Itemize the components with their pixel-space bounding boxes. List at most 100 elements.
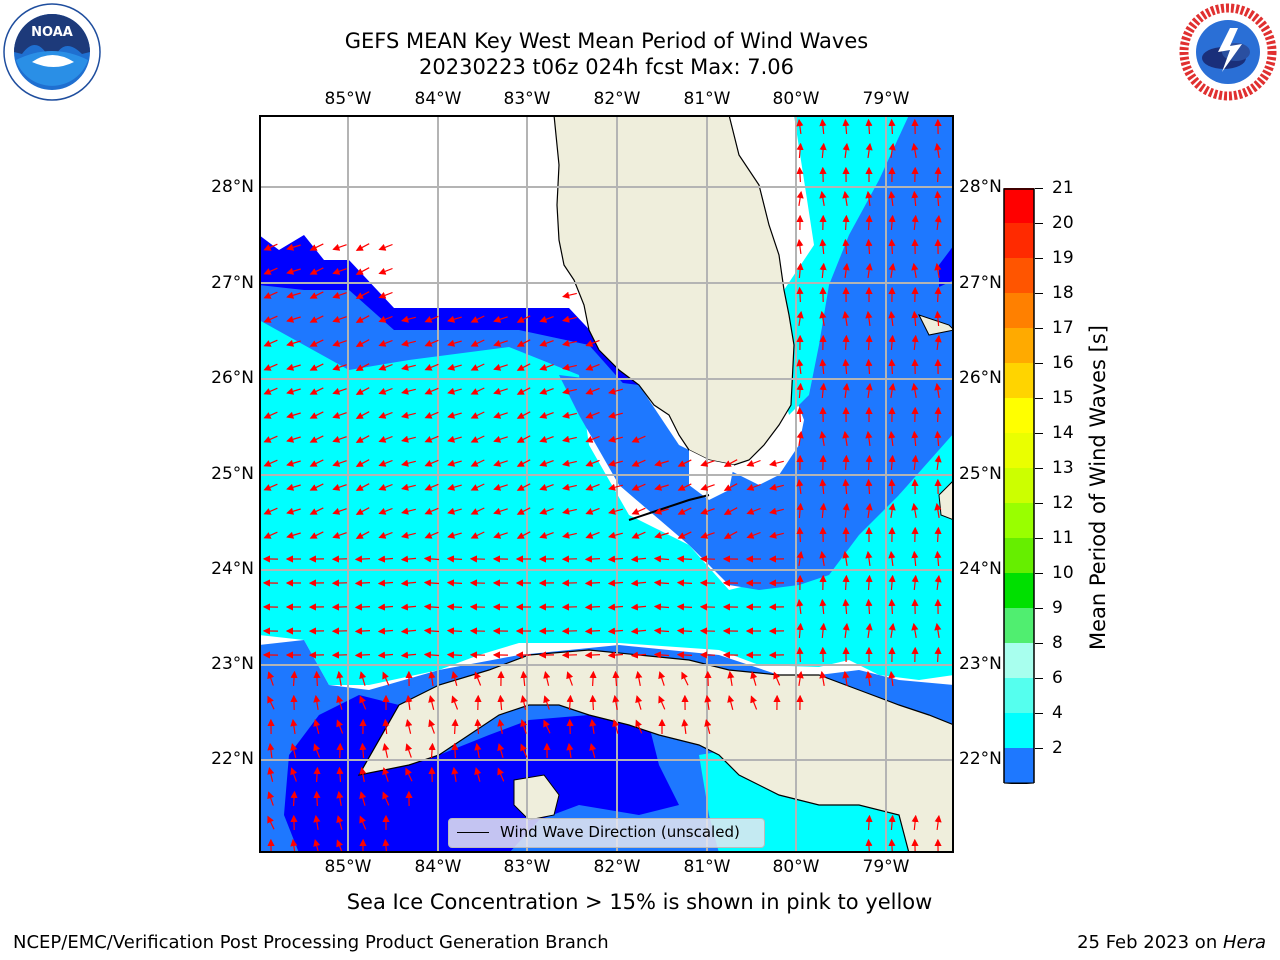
map-canvas xyxy=(259,115,954,853)
wind-wave-arrow xyxy=(497,718,505,735)
wind-wave-arrow xyxy=(631,459,646,467)
wind-wave-arrow xyxy=(336,695,344,710)
wind-wave-arrow xyxy=(842,622,850,638)
wind-wave-arrow xyxy=(354,627,371,635)
wind-wave-arrow xyxy=(608,387,623,395)
wind-wave-arrow xyxy=(539,459,554,467)
colorbar-tick-mark xyxy=(1035,678,1043,679)
colorbar-tick-mark xyxy=(1035,608,1043,609)
wind-wave-arrow xyxy=(796,358,804,374)
wind-wave-arrow xyxy=(653,627,670,635)
sea-ice-note: Sea Ice Concentration > 15% is shown in … xyxy=(346,890,933,914)
lon-label: 84°W xyxy=(414,89,462,109)
wind-wave-arrow xyxy=(543,671,551,686)
svg-text:NOAA: NOAA xyxy=(31,25,73,40)
wind-wave-arrow xyxy=(400,555,417,563)
wind-wave-arrow xyxy=(263,507,278,515)
colorbar-tick-label: 9 xyxy=(1052,598,1063,618)
wind-wave-arrow xyxy=(470,363,485,371)
wind-wave-arrow xyxy=(332,387,347,395)
wind-wave-arrow xyxy=(313,670,321,687)
wind-wave-arrow xyxy=(842,262,850,278)
colorbar-segment xyxy=(1004,328,1034,363)
colorbar-label: Mean Period of Wind Waves [s] xyxy=(1086,325,1110,650)
wind-wave-arrow xyxy=(750,695,758,710)
wind-wave-arrow xyxy=(309,531,324,539)
wind-wave-arrow xyxy=(746,459,761,467)
wind-wave-arrow xyxy=(516,411,531,419)
lon-label: 79°W xyxy=(862,89,910,109)
map-frame xyxy=(259,115,954,853)
wind-wave-arrow xyxy=(608,483,623,491)
wind-wave-arrow xyxy=(796,406,804,423)
wind-wave-arrow xyxy=(405,694,413,710)
wind-wave-arrow xyxy=(631,507,646,515)
wind-wave-arrow xyxy=(400,579,417,587)
wind-wave-arrow xyxy=(447,315,462,323)
wind-wave-arrow xyxy=(819,238,827,255)
wind-wave-arrow xyxy=(584,555,601,563)
wind-wave-arrow xyxy=(543,719,551,734)
wind-wave-arrow xyxy=(451,718,459,735)
colorbar-segment xyxy=(1004,293,1034,328)
colorbar-segment xyxy=(1004,468,1034,503)
wind-wave-arrow xyxy=(842,118,850,135)
wind-wave-arrow xyxy=(382,767,390,782)
wind-wave-arrow xyxy=(493,411,508,419)
wind-wave-arrow xyxy=(405,743,413,758)
wind-wave-arrow xyxy=(355,387,370,395)
wind-wave-arrow xyxy=(607,555,624,563)
wind-wave-arrow xyxy=(635,695,643,710)
wind-wave-arrow xyxy=(267,815,275,830)
wind-wave-arrow xyxy=(286,243,301,251)
wind-wave-arrow xyxy=(516,459,531,467)
wind-wave-arrow xyxy=(424,363,439,371)
wind-wave-arrow xyxy=(332,483,347,491)
colorbar-tick-mark xyxy=(1035,713,1043,714)
lat-label: 27°N xyxy=(211,273,254,293)
wind-wave-arrow xyxy=(585,483,600,491)
wind-wave-arrow xyxy=(819,310,827,327)
lon-label: 80°W xyxy=(772,89,820,109)
lon-label: 85°W xyxy=(324,857,372,877)
wind-wave-arrow xyxy=(865,358,873,375)
wind-wave-arrow xyxy=(516,483,531,491)
wind-wave-arrow xyxy=(562,483,577,491)
wind-wave-arrow xyxy=(332,411,347,419)
wind-wave-arrow xyxy=(401,387,416,395)
wind-wave-arrow xyxy=(911,550,919,567)
wind-wave-arrow xyxy=(286,531,301,539)
lon-label: 82°W xyxy=(593,89,641,109)
wind-wave-arrow xyxy=(612,670,620,687)
wind-wave-arrow xyxy=(447,483,462,491)
wind-wave-arrow xyxy=(888,670,896,686)
wind-wave-arrow xyxy=(631,531,646,539)
colorbar-tick-label: 21 xyxy=(1052,178,1074,198)
wind-wave-arrow xyxy=(309,411,324,419)
colorbar-tick-mark xyxy=(1035,748,1043,749)
wind-wave-arrow xyxy=(493,507,508,515)
colorbar-segment xyxy=(1004,503,1034,538)
wind-wave-arrow xyxy=(888,262,896,278)
wind-wave-arrow xyxy=(451,671,459,686)
wind-wave-arrow xyxy=(607,603,624,611)
wind-wave-arrow xyxy=(585,507,600,515)
map-panel: Wind Wave Direction (unscaled) xyxy=(259,115,954,853)
lon-label: 81°W xyxy=(683,857,731,877)
wind-wave-arrow xyxy=(267,742,275,758)
lat-label: 25°N xyxy=(959,464,1002,484)
wind-wave-arrow xyxy=(309,267,324,275)
colorbar-tick-label: 6 xyxy=(1052,668,1063,688)
wind-wave-arrow xyxy=(263,435,278,443)
wind-wave-arrow xyxy=(451,766,459,782)
wind-wave-arrow xyxy=(309,435,324,443)
wind-wave-arrow xyxy=(865,478,873,495)
wind-wave-arrow xyxy=(819,430,827,447)
wind-wave-arrow xyxy=(796,478,804,494)
nws-logo-icon xyxy=(1178,2,1278,102)
wind-wave-arrow xyxy=(888,622,896,638)
colorbar-segment xyxy=(1004,363,1034,398)
wind-wave-arrow xyxy=(382,718,390,735)
wind-wave-arrow xyxy=(750,671,758,686)
wind-wave-arrow xyxy=(516,387,531,395)
